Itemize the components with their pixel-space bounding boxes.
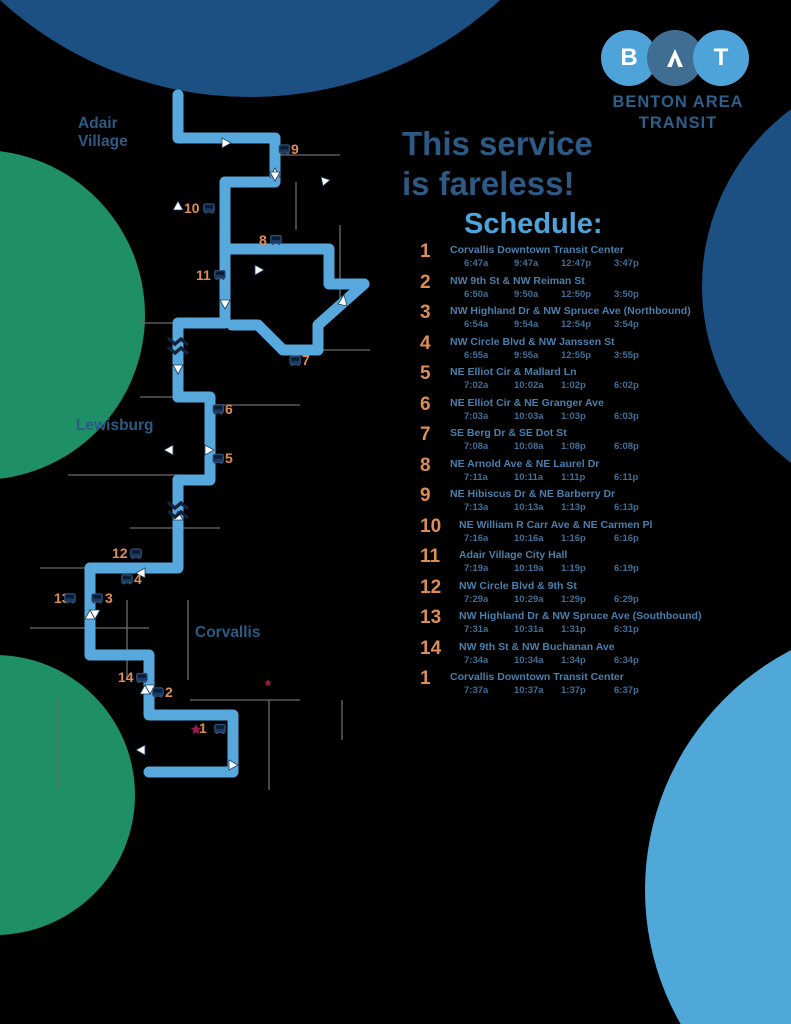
svg-text:3: 3 (105, 590, 113, 606)
svg-text:10: 10 (184, 200, 200, 216)
svg-text:11: 11 (196, 267, 211, 283)
svg-text:Village: Village (78, 133, 128, 150)
svg-text:Lewisburg: Lewisburg (76, 417, 154, 434)
svg-text:6: 6 (225, 401, 233, 417)
svg-text:4: 4 (134, 571, 142, 587)
svg-text:9: 9 (291, 141, 299, 157)
svg-text:2: 2 (165, 684, 173, 700)
svg-text:Adair: Adair (78, 115, 118, 132)
svg-text:Corvallis: Corvallis (195, 624, 260, 641)
svg-text:12: 12 (112, 545, 128, 561)
svg-text:8: 8 (259, 232, 267, 248)
svg-text:5: 5 (225, 450, 233, 466)
svg-text:14: 14 (118, 669, 134, 685)
svg-text:7: 7 (302, 352, 310, 368)
